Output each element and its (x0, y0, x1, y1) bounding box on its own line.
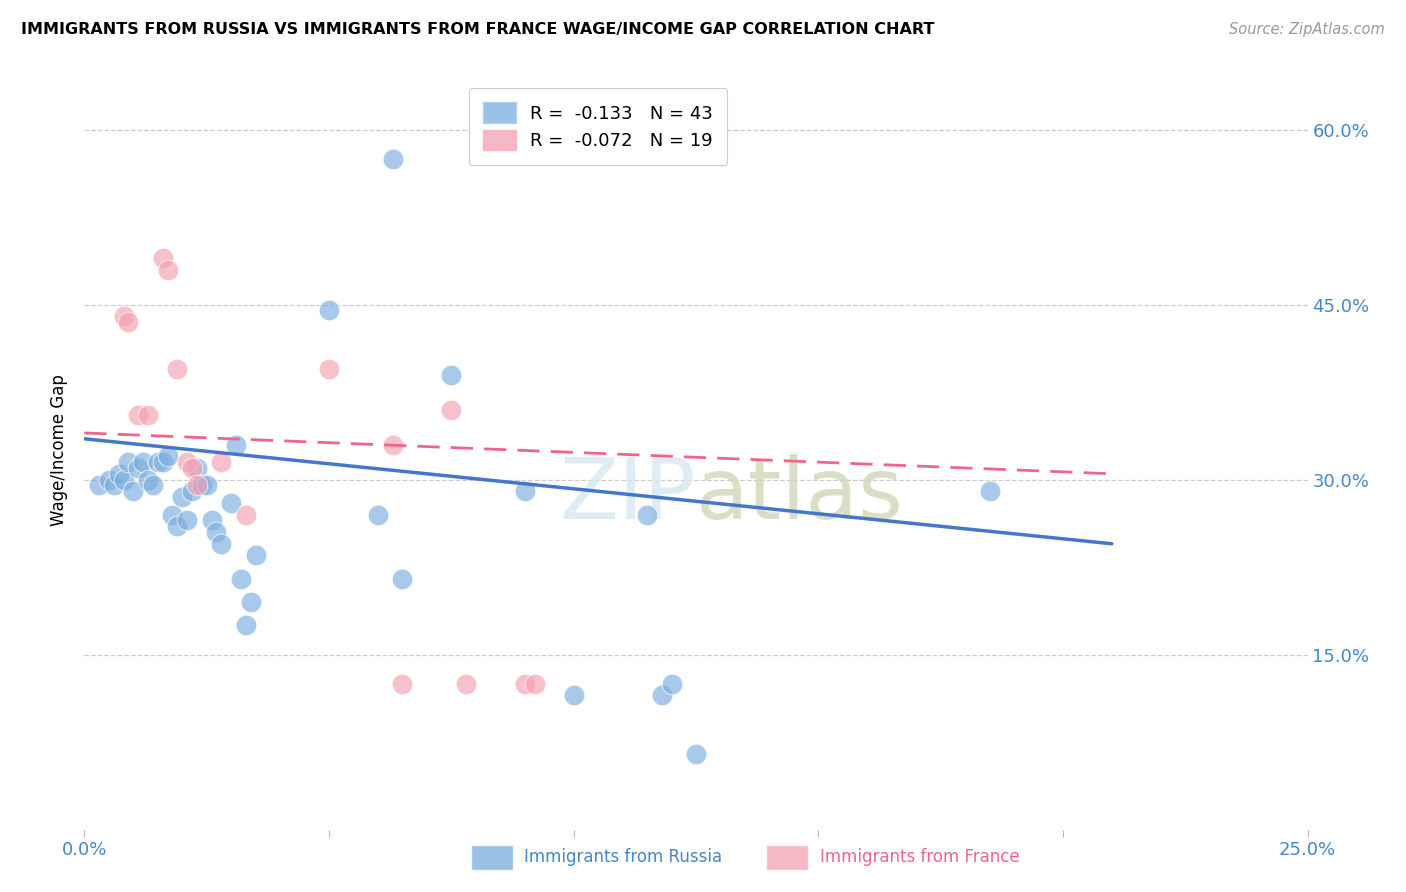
Point (107, 467, 129, 481)
Y-axis label: Wage/Income Gap: Wage/Income Gap (51, 375, 69, 526)
Point (127, 461, 149, 475)
Point (229, 572, 252, 586)
Point (146, 455, 169, 469)
Point (245, 549, 267, 563)
Point (195, 478, 218, 492)
Point (132, 455, 155, 469)
Point (225, 437, 247, 451)
Point (176, 455, 198, 469)
Point (103, 478, 125, 492)
Point (156, 450, 179, 464)
Point (136, 473, 159, 487)
Legend: R =  -0.133   N = 43, R =  -0.072   N = 19: R = -0.133 N = 43, R = -0.072 N = 19 (468, 88, 727, 165)
Point (181, 461, 204, 475)
Point (117, 315, 139, 329)
Point (191, 478, 214, 492)
Point (513, 677, 536, 691)
Point (136, 409, 159, 423)
Point (205, 525, 228, 540)
Point (381, 152, 404, 166)
Point (219, 496, 242, 510)
FancyBboxPatch shape (471, 845, 513, 870)
Text: atlas: atlas (696, 454, 904, 538)
Point (318, 303, 340, 318)
Point (391, 677, 413, 691)
Point (97, 473, 120, 487)
Point (112, 473, 135, 487)
Text: Source: ZipAtlas.com: Source: ZipAtlas.com (1229, 22, 1385, 37)
Text: IMMIGRANTS FROM RUSSIA VS IMMIGRANTS FROM FRANCE WAGE/INCOME GAP CORRELATION CHA: IMMIGRANTS FROM RUSSIA VS IMMIGRANTS FRO… (21, 22, 935, 37)
Point (651, 689, 673, 703)
Point (440, 402, 463, 417)
Text: Immigrants from Russia: Immigrants from Russia (524, 848, 723, 866)
Point (156, 262, 179, 277)
Point (200, 513, 222, 527)
Point (209, 537, 232, 551)
Point (367, 508, 389, 522)
Point (454, 677, 477, 691)
Point (112, 310, 135, 324)
Point (636, 508, 658, 522)
Point (318, 361, 340, 376)
Point (381, 437, 404, 451)
Point (172, 490, 194, 504)
Text: ZIP: ZIP (560, 454, 696, 538)
Point (685, 747, 707, 761)
Point (440, 368, 463, 382)
Point (562, 689, 585, 703)
Point (162, 508, 184, 522)
Point (239, 595, 262, 609)
Point (142, 478, 165, 492)
Text: Immigrants from France: Immigrants from France (820, 848, 1019, 866)
Point (513, 484, 536, 499)
Point (235, 508, 257, 522)
Point (87, 478, 110, 492)
Point (186, 461, 208, 475)
FancyBboxPatch shape (766, 845, 808, 870)
Point (523, 677, 546, 691)
Point (979, 484, 1001, 499)
Point (117, 455, 139, 469)
Point (209, 455, 232, 469)
Point (152, 455, 174, 469)
Point (152, 251, 174, 265)
Point (181, 484, 204, 499)
Point (391, 572, 413, 586)
Point (235, 618, 257, 632)
Point (127, 409, 149, 423)
Point (122, 484, 145, 499)
Point (661, 677, 683, 691)
Point (186, 478, 208, 492)
Point (166, 519, 188, 533)
Point (176, 513, 198, 527)
Point (166, 361, 188, 376)
